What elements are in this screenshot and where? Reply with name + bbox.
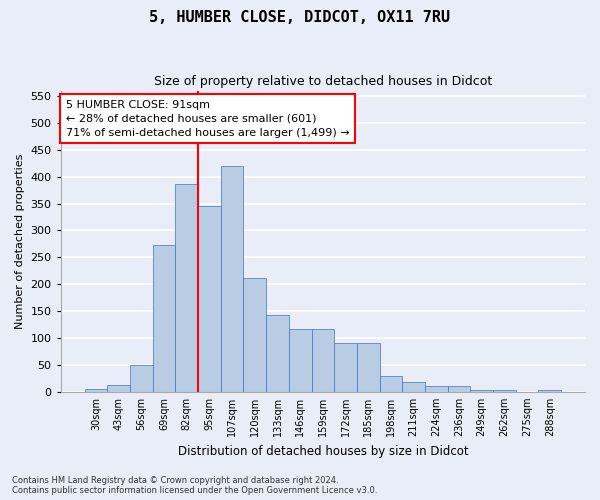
Bar bbox=[221, 166, 244, 392]
Bar bbox=[311, 330, 334, 392]
Bar bbox=[448, 386, 470, 392]
Bar bbox=[402, 382, 425, 392]
Y-axis label: Number of detached properties: Number of detached properties bbox=[15, 154, 25, 329]
Bar bbox=[107, 386, 130, 392]
Text: Contains HM Land Registry data © Crown copyright and database right 2024.
Contai: Contains HM Land Registry data © Crown c… bbox=[12, 476, 377, 495]
Bar bbox=[198, 206, 221, 392]
Bar bbox=[175, 184, 198, 392]
Bar bbox=[152, 245, 175, 392]
Text: 5 HUMBER CLOSE: 91sqm
← 28% of detached houses are smaller (601)
71% of semi-det: 5 HUMBER CLOSE: 91sqm ← 28% of detached … bbox=[66, 100, 350, 138]
Text: 5, HUMBER CLOSE, DIDCOT, OX11 7RU: 5, HUMBER CLOSE, DIDCOT, OX11 7RU bbox=[149, 10, 451, 25]
Bar bbox=[380, 376, 402, 392]
Bar bbox=[493, 390, 516, 392]
Bar bbox=[289, 330, 311, 392]
X-axis label: Distribution of detached houses by size in Didcot: Distribution of detached houses by size … bbox=[178, 444, 468, 458]
Bar bbox=[85, 389, 107, 392]
Bar bbox=[425, 386, 448, 392]
Bar bbox=[266, 315, 289, 392]
Bar bbox=[244, 278, 266, 392]
Bar bbox=[334, 344, 357, 392]
Bar bbox=[357, 344, 380, 392]
Title: Size of property relative to detached houses in Didcot: Size of property relative to detached ho… bbox=[154, 75, 492, 88]
Bar bbox=[470, 390, 493, 392]
Bar bbox=[538, 390, 561, 392]
Bar bbox=[130, 365, 152, 392]
